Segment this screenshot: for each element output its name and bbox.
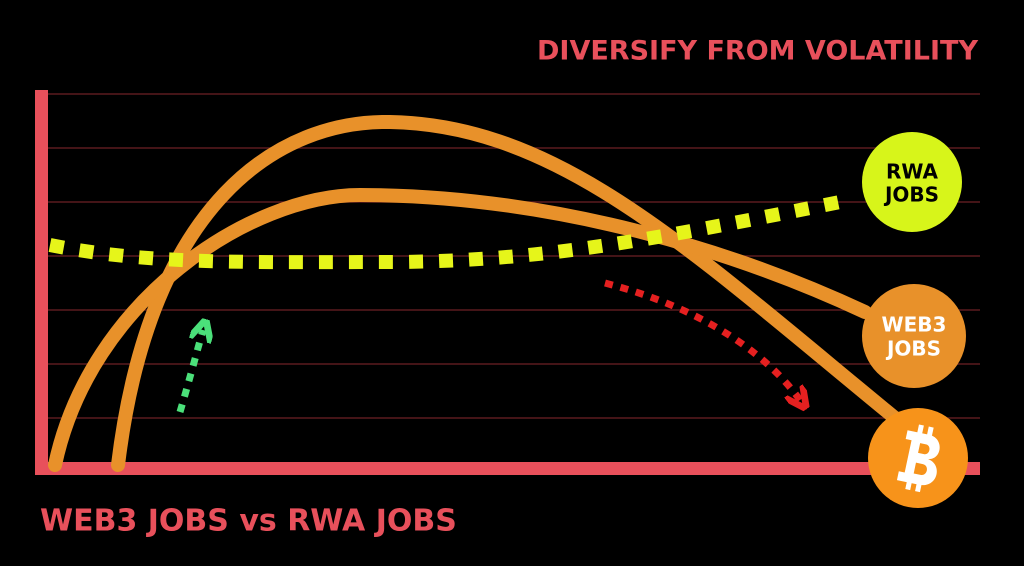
bitcoin-symbol: [896, 424, 940, 493]
down-arrow: [604, 279, 800, 400]
web3-curve: [48, 187, 872, 472]
title: DIVERSIFY FROM VOLATILITY: [537, 36, 978, 67]
bitcoin-icon: [868, 408, 968, 508]
badge-text: JOBS: [883, 183, 939, 207]
x-axis: [35, 462, 980, 475]
badge-text: WEB3: [882, 313, 947, 337]
caption: WEB3 JOBS vs RWA JOBS: [40, 504, 457, 539]
web3-badge: [862, 284, 966, 388]
rwa-curve: [48, 193, 852, 270]
badge-text: RWA: [886, 160, 939, 184]
badge-text: JOBS: [885, 337, 941, 361]
rwa-badge: [862, 132, 962, 232]
y-axis: [35, 90, 48, 475]
